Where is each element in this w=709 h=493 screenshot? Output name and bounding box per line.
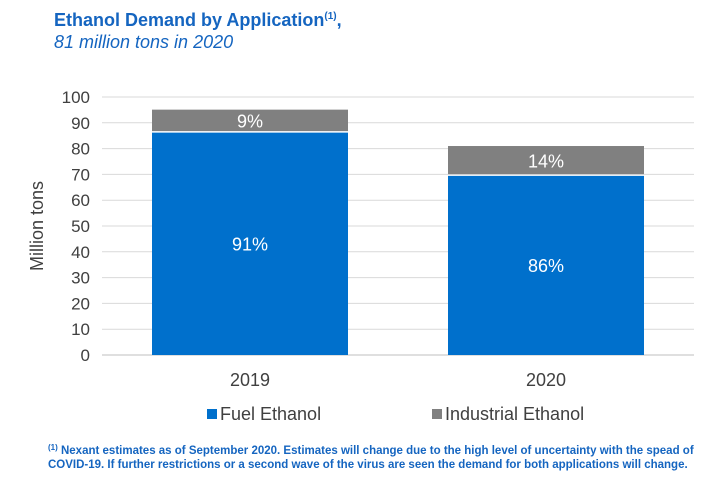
legend-swatch-fuel-ethanol [207,409,217,419]
footnote-text: Nexant estimates as of September 2020. E… [48,445,694,471]
data-label-industrial-ethanol-2019: 9% [237,112,263,132]
y-tick-label-30: 30 [71,269,90,288]
y-tick-label-0: 0 [81,346,90,365]
y-tick-label-20: 20 [71,294,90,313]
y-tick-label-90: 90 [71,114,90,133]
chart-subtitle: 81 million tons in 2020 [54,32,234,52]
data-label-fuel-ethanol-2019: 91% [232,234,268,254]
chart-title-text: Ethanol Demand by Application [54,10,325,30]
bar-fuel-ethanol-2019 [152,131,348,355]
bar-industrial-ethanol-2019 [152,109,348,132]
y-tick-label-80: 80 [71,140,90,159]
y-tick-label-100: 100 [62,88,90,107]
y-tick-label-60: 60 [71,191,90,210]
y-tick-label-50: 50 [71,217,90,236]
legend-swatch-industrial-ethanol [432,409,442,419]
y-axis-label: Million tons [27,181,47,271]
legend-label-industrial-ethanol: Industrial Ethanol [445,404,584,424]
footnote: (1) Nexant estimates as of September 202… [48,441,708,472]
chart-area: 0 10 20 30 40 50 60 70 80 90 100 Million tons 91% 9% 2… [27,88,694,424]
bar-industrial-ethanol-2020 [448,146,644,176]
y-tick-label-40: 40 [71,243,90,262]
title-footnote-marker: (1) [324,11,337,22]
data-label-industrial-ethanol-2020: 14% [528,152,564,172]
data-label-fuel-ethanol-2020: 86% [528,256,564,276]
bar-fuel-ethanol-2020 [448,175,644,355]
title-comma: , [336,10,342,30]
y-tick-label-70: 70 [71,165,90,184]
x-tick-label-2019: 2019 [230,370,270,390]
title-block: Ethanol Demand by Application(1), 81 mil… [54,6,342,53]
y-tick-label-10: 10 [71,320,90,339]
chart-title: Ethanol Demand by Application(1), [54,6,342,31]
footnote-marker: (1) [48,443,58,452]
x-tick-label-2020: 2020 [526,370,566,390]
legend-label-fuel-ethanol: Fuel Ethanol [220,404,321,424]
